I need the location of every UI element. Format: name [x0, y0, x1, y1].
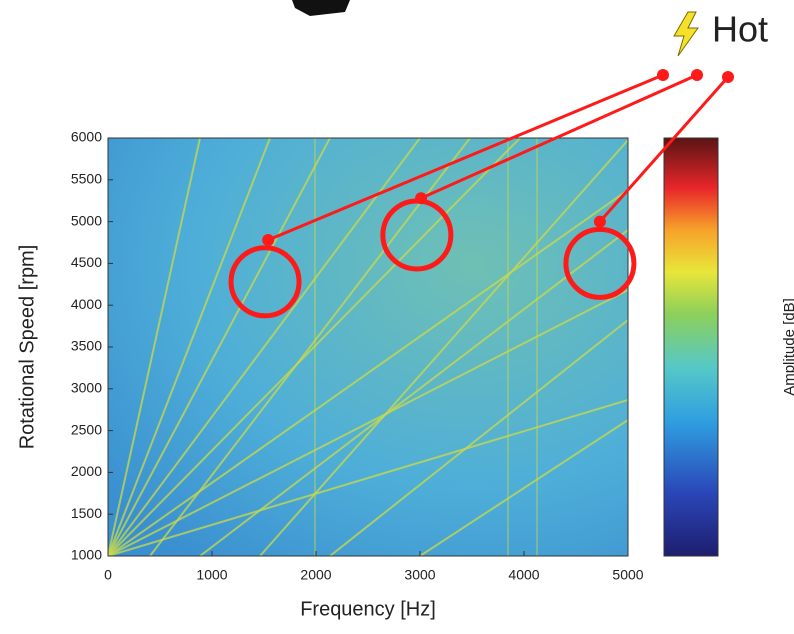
callout-line — [598, 76, 730, 223]
x-axis-label: Frequency [Hz] — [300, 598, 436, 620]
y-tick-label: 1000 — [71, 547, 102, 563]
y-tick-label: 2000 — [71, 463, 102, 479]
y-tick-label: 5000 — [71, 212, 102, 228]
heatmap-texture — [108, 138, 628, 556]
y-tick-label: 5500 — [71, 171, 102, 187]
x-tick-label: 3000 — [404, 567, 435, 583]
y-tick-label: 4500 — [71, 254, 102, 270]
highlight-point — [262, 233, 275, 246]
colorbar-label: Amplitude [dB] — [781, 298, 794, 396]
colorbar — [663, 137, 719, 557]
y-tick-label: 1500 — [71, 505, 102, 521]
x-tick-label: 2000 — [300, 567, 331, 583]
callout-pin — [691, 69, 703, 81]
x-tick-label: 0 — [104, 567, 112, 583]
y-tick-label: 3000 — [71, 380, 102, 396]
highlight-point — [593, 215, 606, 228]
decoration — [292, 0, 350, 16]
x-tick-label: 4000 — [508, 567, 539, 583]
annotation: Hot — [712, 9, 768, 50]
y-tick-label: 6000 — [71, 129, 102, 145]
callout-line — [420, 73, 698, 200]
highlight-circle — [228, 245, 302, 319]
highlight-circle — [563, 226, 637, 300]
lightning-icon — [673, 11, 699, 57]
callout-line — [267, 73, 664, 242]
y-tick-label: 2500 — [71, 421, 102, 437]
y-axis-label: Rotational Speed [rpm] — [16, 245, 38, 450]
x-tick-label: 1000 — [196, 567, 227, 583]
y-tick-label: 3500 — [71, 338, 102, 354]
highlight-point — [415, 192, 428, 205]
x-tick-label: 5000 — [612, 567, 643, 583]
callout-pin — [722, 71, 734, 83]
y-tick-label: 4000 — [71, 296, 102, 312]
callout-pin — [657, 69, 669, 81]
